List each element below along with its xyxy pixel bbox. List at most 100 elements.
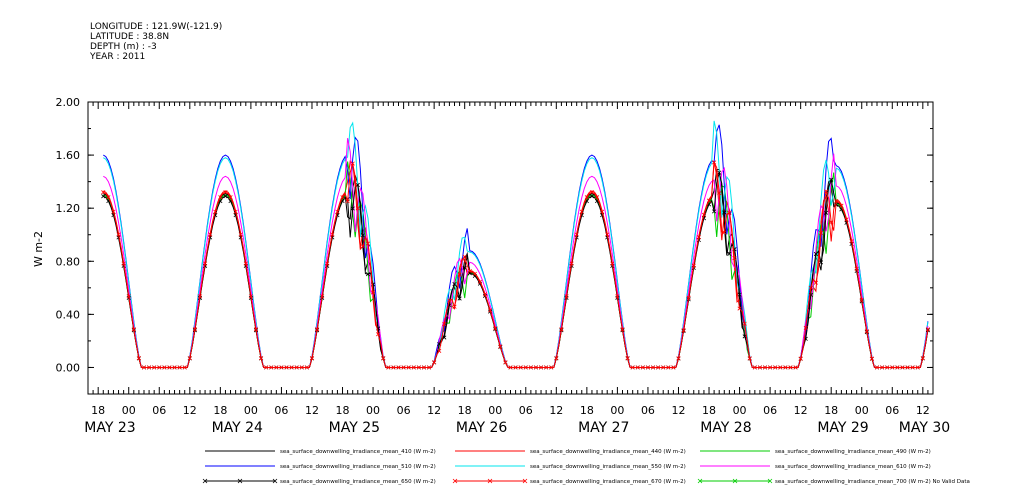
series-marker xyxy=(803,325,808,331)
x-hour-label: 00 xyxy=(488,404,502,417)
depth-label: DEPTH (m) : -3 xyxy=(90,42,157,52)
series-marker xyxy=(432,360,437,365)
series-marker xyxy=(447,298,452,303)
series-marker xyxy=(549,365,554,370)
series-marker xyxy=(915,365,920,370)
series-marker xyxy=(437,348,442,353)
x-day-label: MAY 23 xyxy=(84,420,135,436)
series-marker xyxy=(798,356,803,361)
series-marker xyxy=(864,329,869,334)
series-marker xyxy=(645,365,651,370)
series-marker xyxy=(610,261,615,266)
series-marker xyxy=(248,294,253,299)
series-marker xyxy=(712,160,717,165)
latitude-label: LATITUDE : 38.8N xyxy=(90,32,170,42)
x-hour-label: 00 xyxy=(610,404,624,417)
series-marker xyxy=(147,365,152,370)
x-hour-label: 18 xyxy=(91,404,105,417)
series-marker xyxy=(859,297,864,302)
legend-marker xyxy=(487,478,493,484)
series-marker xyxy=(335,209,340,214)
longitude-label: LONGITUDE : 121.9W(-121.9) xyxy=(90,22,223,32)
series-marker xyxy=(523,365,528,370)
series-marker xyxy=(824,189,829,194)
x-day-label: MAY 28 xyxy=(700,420,751,436)
series-marker xyxy=(304,365,309,370)
series-marker xyxy=(630,365,635,370)
series-marker xyxy=(294,365,299,370)
series-marker xyxy=(885,365,890,370)
series-marker xyxy=(900,365,905,370)
series-marker xyxy=(111,209,116,214)
series-marker xyxy=(462,254,467,259)
series-marker xyxy=(258,356,264,361)
series-marker xyxy=(121,261,126,266)
series-marker xyxy=(218,195,223,200)
series-marker xyxy=(701,212,707,217)
series-marker xyxy=(732,255,737,261)
series-marker xyxy=(808,285,813,290)
x-hour-label: 06 xyxy=(152,404,166,417)
x-hour-label: 00 xyxy=(122,404,136,417)
series-marker xyxy=(340,195,345,200)
series-marker xyxy=(264,365,269,370)
series-marker xyxy=(579,209,584,214)
legend-label: sea_surface_downwelling_irradiance_mean_… xyxy=(280,449,436,455)
series-marker xyxy=(457,272,462,277)
series-marker xyxy=(737,306,742,311)
legend-label: sea_surface_downwelling_irradiance_mean_… xyxy=(530,479,686,485)
legend-label: sea_surface_downwelling_irradiance_mean_… xyxy=(280,464,436,470)
x-day-label: MAY 30 xyxy=(899,420,950,436)
series-marker xyxy=(788,365,793,370)
y-axis-label: W m-2 xyxy=(32,231,45,267)
legend-label: sea_surface_downwelling_irradiance_mean_… xyxy=(530,464,686,470)
series-marker xyxy=(533,365,539,370)
series-marker xyxy=(391,365,396,370)
series-marker xyxy=(141,365,147,370)
series-marker xyxy=(421,365,427,370)
series-marker xyxy=(299,365,304,370)
x-day-label: MAY 29 xyxy=(817,420,868,436)
series-marker xyxy=(365,272,371,277)
series-marker xyxy=(284,365,289,370)
x-hour-label: 06 xyxy=(641,404,655,417)
series-marker xyxy=(589,190,595,195)
series-marker xyxy=(401,365,406,370)
x-hour-label: 18 xyxy=(580,404,594,417)
legend-label: sea_surface_downwelling_irradiance_mean_… xyxy=(775,479,970,485)
x-day-label: MAY 27 xyxy=(578,420,629,436)
x-hour-label: 18 xyxy=(336,404,350,417)
series-marker xyxy=(818,260,824,265)
series-marker xyxy=(762,365,768,370)
x-hour-label: 00 xyxy=(244,404,258,417)
series-marker xyxy=(742,321,747,326)
x-hour-label: 06 xyxy=(274,404,288,417)
series-line xyxy=(103,138,929,368)
series-marker xyxy=(309,356,315,361)
series-marker xyxy=(620,327,625,332)
year-label: YEAR : 2011 xyxy=(90,52,146,62)
series-marker xyxy=(442,321,447,327)
x-hour-label: 12 xyxy=(671,404,685,417)
series-marker xyxy=(584,195,589,200)
x-hour-label: 18 xyxy=(213,404,227,417)
series-marker xyxy=(793,365,798,370)
series-marker xyxy=(594,195,600,200)
y-tick-label: 0.00 xyxy=(56,361,81,374)
series-marker xyxy=(508,365,513,370)
legend-marker xyxy=(522,478,528,484)
series-marker xyxy=(768,365,773,370)
series-marker xyxy=(905,365,910,370)
x-day-label: MAY 26 xyxy=(456,420,507,436)
series-marker xyxy=(279,365,284,370)
legend-marker xyxy=(697,478,703,484)
x-hour-label: 06 xyxy=(763,404,777,417)
series-marker xyxy=(605,232,610,237)
series-marker xyxy=(228,195,233,200)
series-marker xyxy=(355,182,360,188)
series-marker xyxy=(365,241,371,246)
x-hour-label: 12 xyxy=(794,404,808,417)
series-marker xyxy=(727,210,732,215)
x-hour-label: 06 xyxy=(885,404,899,417)
